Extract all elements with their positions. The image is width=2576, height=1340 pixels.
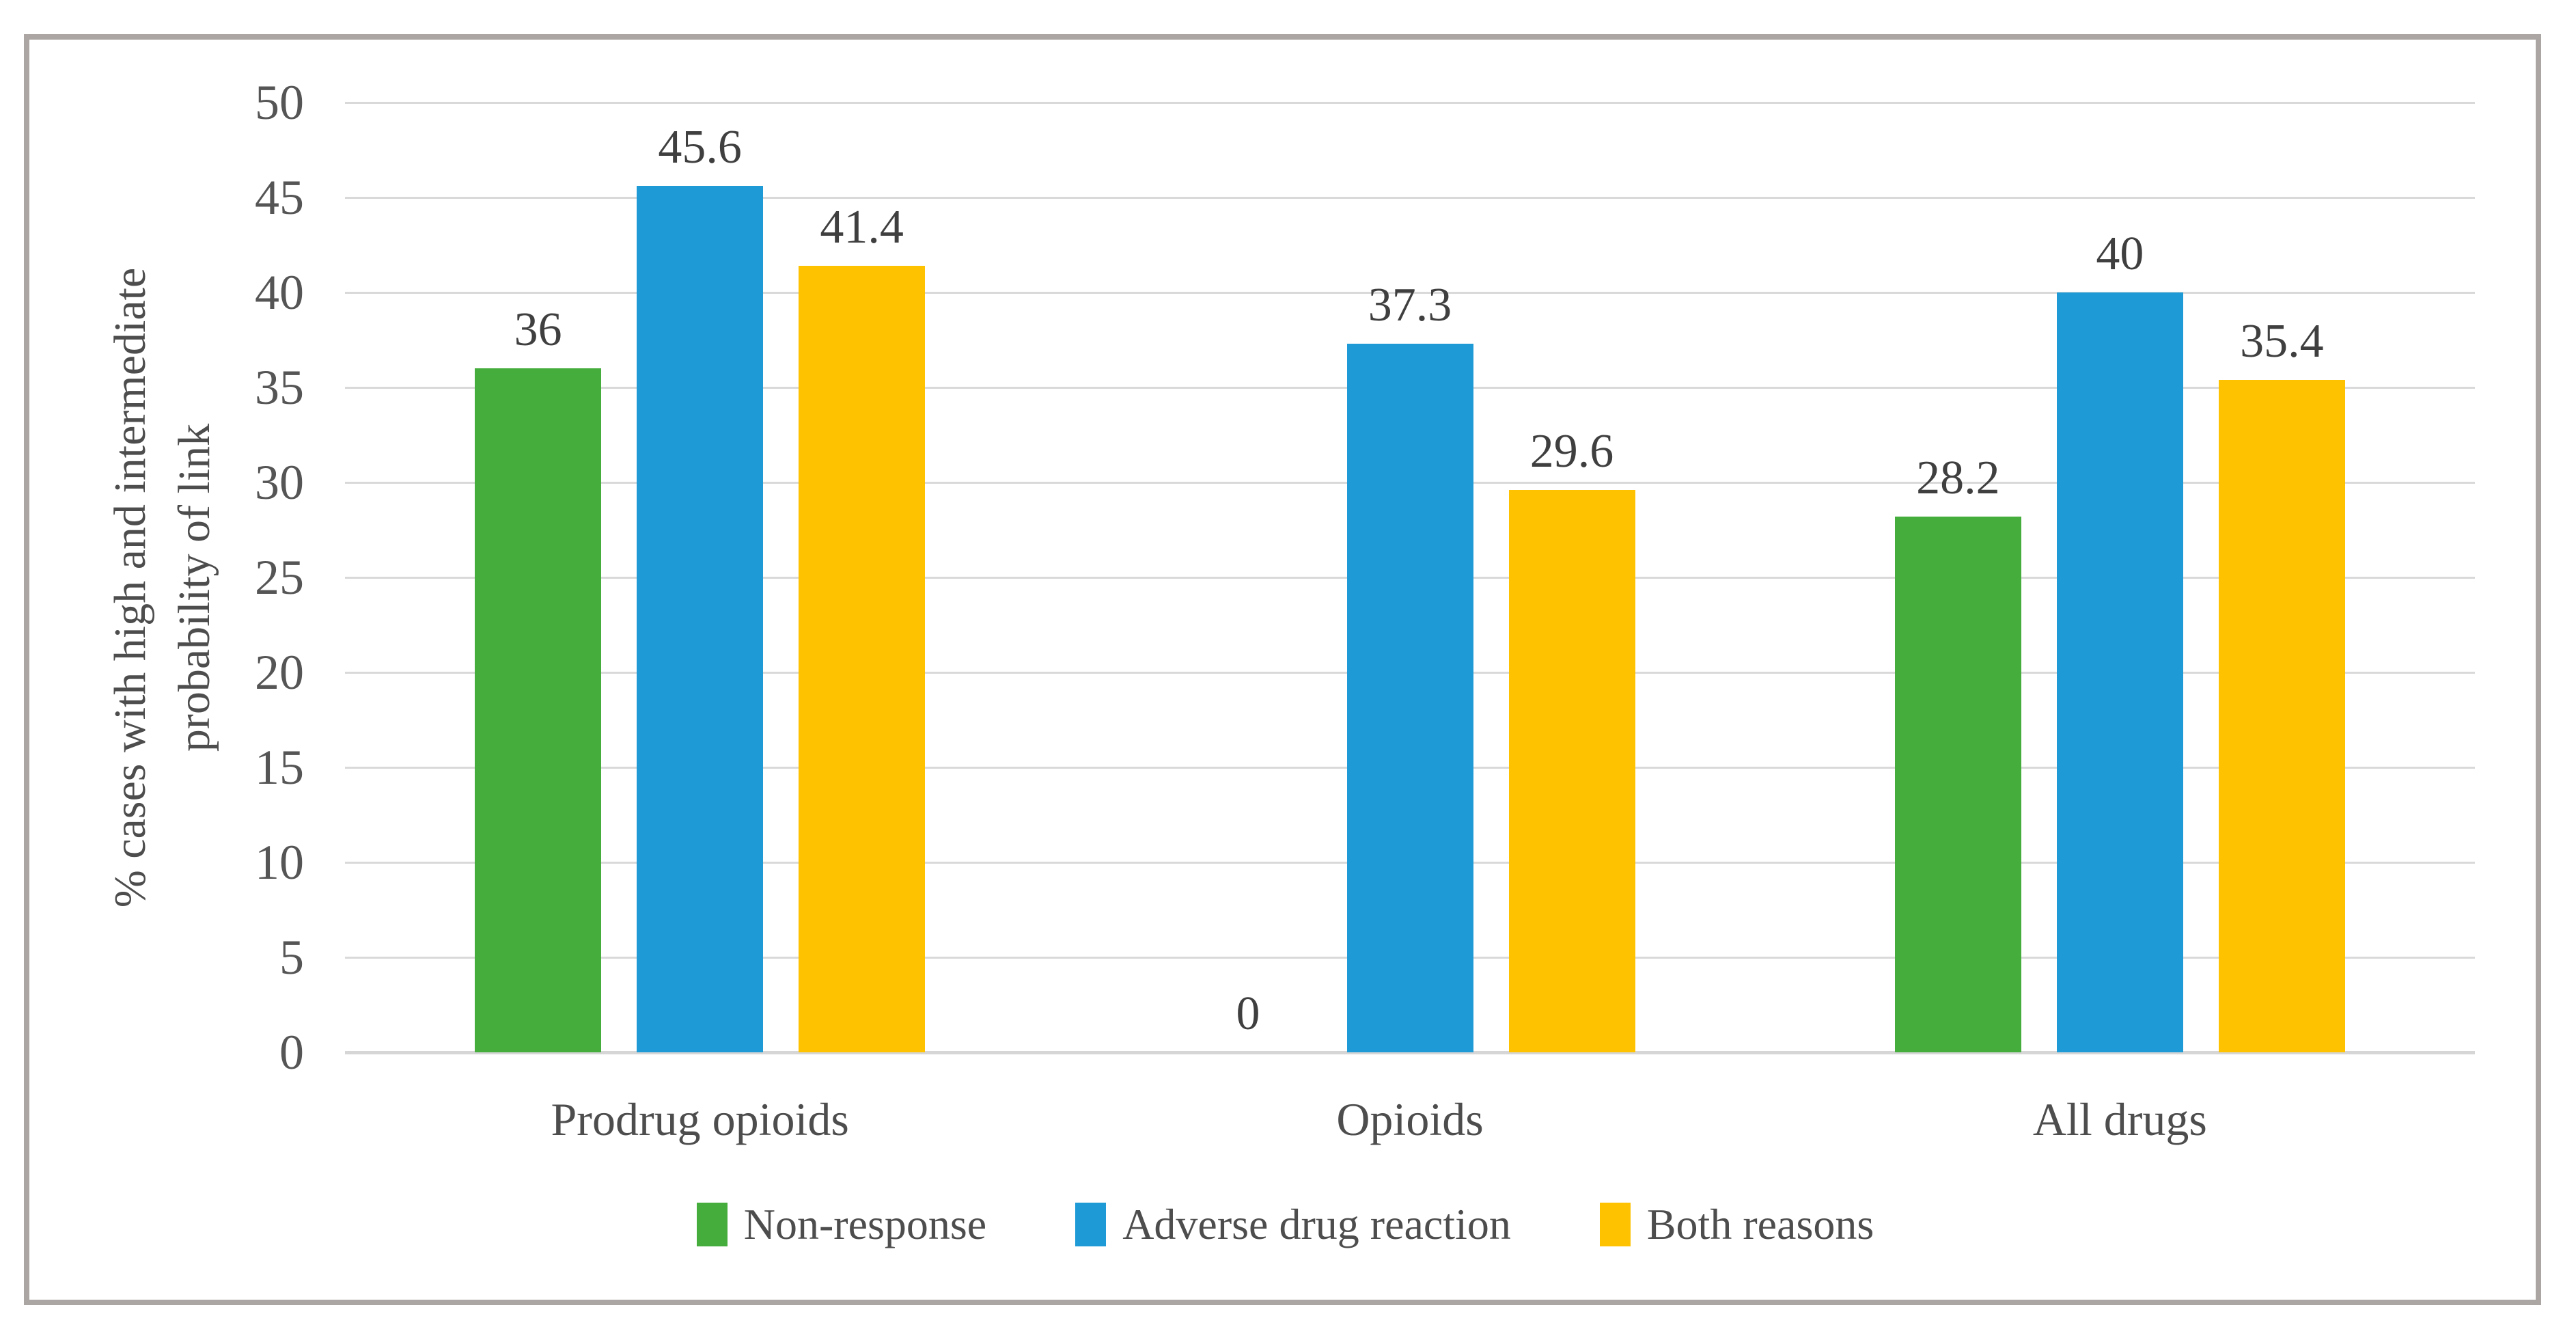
category-label: All drugs xyxy=(2032,1093,2207,1145)
gridline xyxy=(345,292,2475,294)
bar-adverse-drug-reaction xyxy=(637,186,764,1052)
legend-item: Adverse drug reaction xyxy=(1075,1197,1511,1252)
y-tick-label: 5 xyxy=(279,930,304,985)
y-axis-title: % cases with high and intermediate proba… xyxy=(98,75,232,1100)
legend-swatch xyxy=(1075,1203,1107,1246)
legend-label: Adverse drug reaction xyxy=(1122,1200,1511,1248)
category-label: Prodrug opioids xyxy=(551,1093,849,1145)
data-label: 41.4 xyxy=(820,201,904,254)
y-tick-label: 15 xyxy=(255,740,304,795)
data-label: 0 xyxy=(1236,987,1260,1040)
y-axis-title-line2: probability of link xyxy=(169,423,219,752)
y-tick-label: 40 xyxy=(255,265,304,320)
data-label: 45.6 xyxy=(658,121,742,174)
y-tick-label: 35 xyxy=(255,360,304,415)
y-tick-label: 50 xyxy=(255,75,304,130)
bar-non-response xyxy=(1894,517,2021,1052)
x-axis-line xyxy=(345,1051,2475,1054)
bar-adverse-drug-reaction xyxy=(2056,292,2183,1052)
legend-swatch xyxy=(1599,1203,1631,1246)
data-label: 40 xyxy=(2096,228,2144,280)
y-tick-label: 45 xyxy=(255,170,304,225)
data-label: 35.4 xyxy=(2240,314,2324,368)
y-tick-label: 0 xyxy=(279,1025,304,1080)
data-label: 29.6 xyxy=(1529,425,1614,478)
data-label: 37.3 xyxy=(1368,279,1452,332)
y-axis-title-line1: % cases with high and intermediate xyxy=(105,267,155,908)
legend-swatch xyxy=(696,1203,728,1246)
category-label: Opioids xyxy=(1336,1093,1484,1145)
y-tick-label: 30 xyxy=(255,455,304,510)
bar-both-reasons xyxy=(1508,490,1635,1052)
legend: Non-response Adverse drug reaction Both re… xyxy=(29,1190,2541,1259)
legend-label: Both reasons xyxy=(1646,1200,1874,1248)
bar-non-response xyxy=(475,368,602,1052)
legend-item: Non-response xyxy=(696,1197,987,1252)
data-label: 28.2 xyxy=(1916,452,2000,505)
y-tick-label: 10 xyxy=(255,835,304,890)
bar-adverse-drug-reaction xyxy=(1346,344,1473,1052)
gridline xyxy=(345,102,2475,104)
legend-item: Both reasons xyxy=(1599,1197,1874,1252)
y-tick-label: 25 xyxy=(255,550,304,605)
gridline xyxy=(345,197,2475,199)
bar-both-reasons xyxy=(2218,379,2345,1052)
y-tick-label: 20 xyxy=(255,645,304,700)
legend-label: Non-response xyxy=(743,1200,987,1248)
data-label: 36 xyxy=(514,303,562,357)
bar-both-reasons xyxy=(799,266,926,1052)
